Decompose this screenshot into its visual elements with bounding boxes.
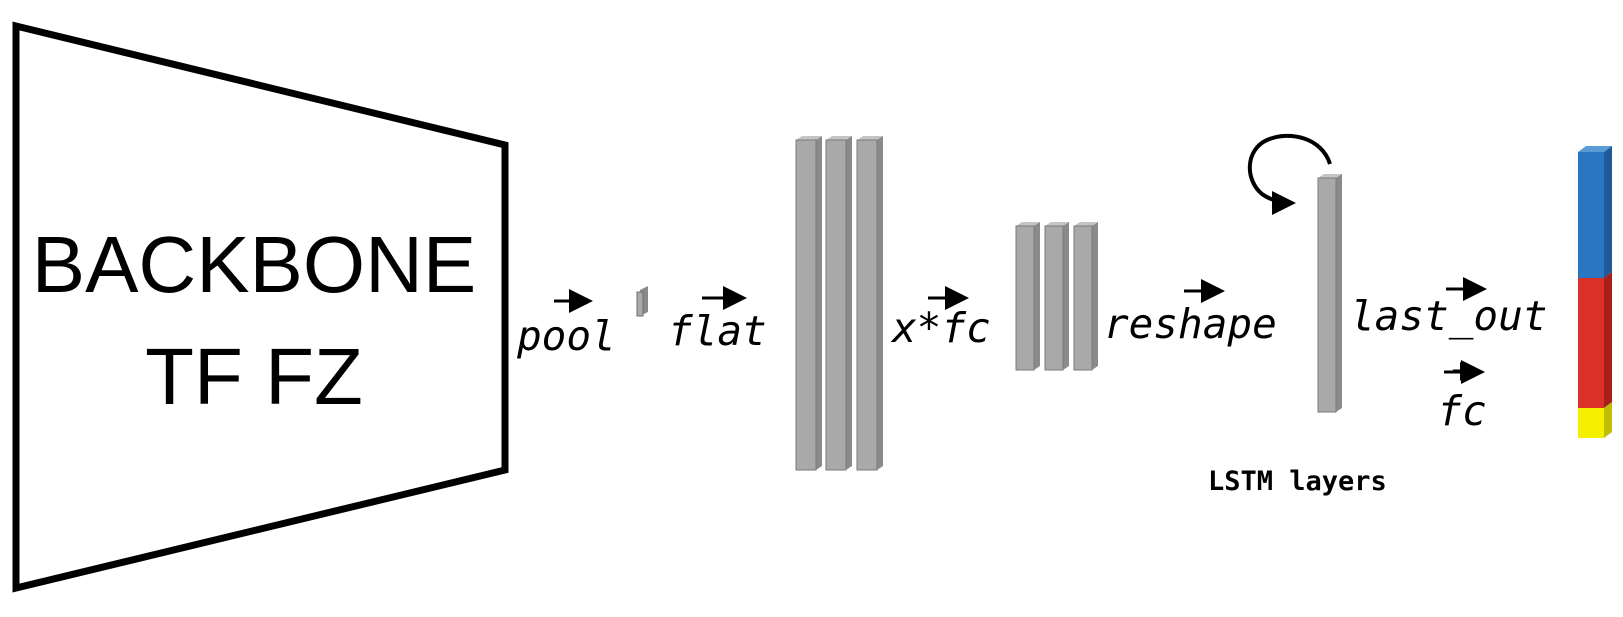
output-operation: last_out + fc bbox=[1350, 277, 1547, 435]
backbone-subtitle: TF FZ bbox=[145, 332, 363, 421]
output-segment-blue bbox=[1578, 146, 1612, 278]
backbone-title: BACKBONE bbox=[32, 220, 477, 309]
xfc-operation: x*fc bbox=[890, 286, 991, 352]
lstm-layers-caption: LSTM layers bbox=[1208, 466, 1387, 497]
reshape-operation: reshape bbox=[1104, 279, 1277, 348]
pool-operation: pool bbox=[516, 289, 616, 360]
flat-label: flat bbox=[668, 307, 767, 355]
flat-layer-1 bbox=[795, 136, 822, 471]
flat-layer-3 bbox=[856, 136, 883, 471]
fc-layer-3 bbox=[1073, 222, 1098, 371]
backbone-trapezoid bbox=[12, 21, 509, 593]
last-out-label: last_out bbox=[1350, 292, 1547, 340]
output-segment-red bbox=[1578, 272, 1612, 408]
fc-layer-2 bbox=[1044, 222, 1069, 371]
fc-label: fc bbox=[1437, 387, 1486, 435]
fc-layers bbox=[1015, 222, 1098, 371]
pool-label: pool bbox=[516, 312, 616, 360]
fc-layer-1 bbox=[1015, 222, 1040, 371]
pooled-cube-front bbox=[636, 291, 644, 317]
flattened-layers bbox=[795, 136, 883, 471]
reshape-label: reshape bbox=[1104, 300, 1277, 348]
flat-operation: flat bbox=[668, 286, 767, 355]
pooled-feature-cube bbox=[636, 286, 648, 317]
lstm-layer bbox=[1317, 174, 1342, 413]
output-vector bbox=[1578, 146, 1612, 438]
xfc-label: x*fc bbox=[890, 304, 991, 352]
output-segment-yellow bbox=[1578, 402, 1612, 438]
flat-layer-2 bbox=[825, 136, 852, 471]
backbone-block: BACKBONE TF FZ bbox=[12, 21, 509, 593]
lstm-block: LSTM layers bbox=[1208, 133, 1387, 497]
recurrence-circular-arrow-icon bbox=[1247, 133, 1332, 215]
